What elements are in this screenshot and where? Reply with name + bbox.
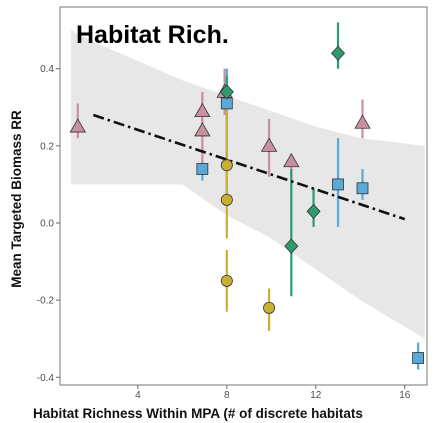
triangle-marker: [69, 118, 86, 133]
y-tick-label: -0.4: [37, 373, 55, 384]
triangle-marker: [260, 137, 278, 152]
circle-marker: [220, 193, 233, 206]
triangle-marker: [194, 102, 211, 118]
x-axis-ticks: 4 8 12 16: [135, 385, 411, 401]
circle-marker: [220, 274, 233, 287]
diamond-marker: [284, 238, 299, 254]
data-markers: [69, 45, 425, 364]
diamond-marker: [306, 203, 321, 220]
circle-marker: [220, 159, 233, 172]
square-marker: [332, 178, 344, 191]
diamond-marker: [219, 84, 234, 100]
x-axis-title: Habitat Richness Within MPA (# of discre…: [33, 406, 363, 421]
x-tick-label: 16: [399, 390, 411, 401]
y-tick-label: 0.0: [40, 219, 54, 230]
circle-marker: [263, 301, 276, 314]
triangle-marker: [283, 152, 300, 168]
triangle-marker: [354, 114, 371, 129]
confidence-band: [71, 30, 425, 339]
y-tick-label: 0.2: [40, 141, 54, 152]
x-tick-label: 12: [310, 390, 322, 401]
square-marker: [196, 163, 209, 175]
plot-panel-border: [59, 6, 428, 386]
y-axis-title: Mean Targeted Biomass RR: [9, 110, 24, 288]
y-tick-label: -0.2: [37, 296, 55, 307]
diamond-marker: [330, 45, 346, 61]
x-tick-label: 8: [224, 390, 230, 401]
y-axis-ticks: -0.4 -0.2 0.0 0.2 0.4: [37, 64, 60, 384]
chart-title: Habitat Rich.: [76, 21, 229, 49]
y-tick-label: 0.4: [40, 64, 54, 75]
trend-line: [92, 113, 406, 221]
square-marker: [356, 182, 369, 195]
x-tick-label: 4: [135, 390, 141, 401]
square-marker: [220, 97, 233, 110]
square-marker: [412, 352, 425, 364]
triangle-marker: [194, 122, 211, 137]
